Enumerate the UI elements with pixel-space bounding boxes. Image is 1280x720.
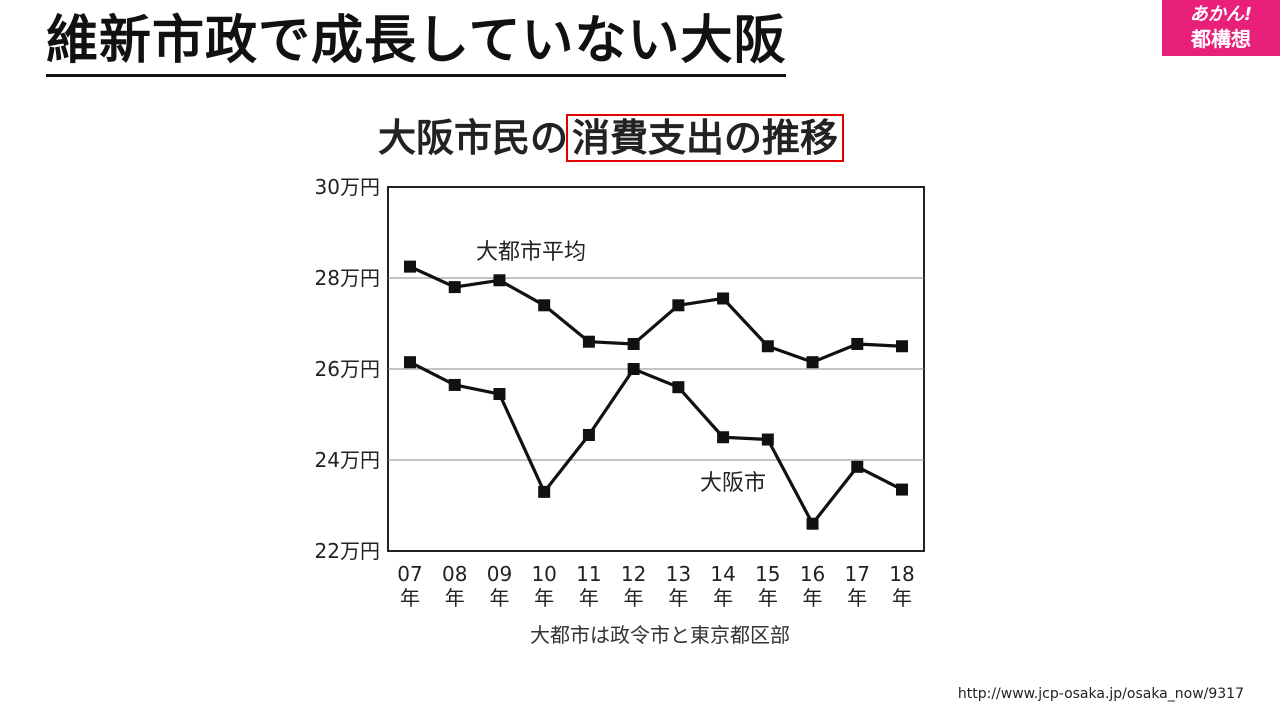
x-tick-suffix: 年: [624, 586, 644, 610]
data-point: [448, 281, 461, 294]
chart-note: 大都市は政令市と東京都区部: [530, 623, 790, 647]
x-tick-suffix: 年: [445, 586, 465, 610]
x-tick-label: 08: [442, 562, 467, 586]
x-tick-label: 12: [621, 562, 646, 586]
x-tick-label: 16: [800, 562, 825, 586]
y-tick-label: 24万円: [315, 448, 380, 472]
chart-title-highlight: 消費支出の推移: [566, 114, 845, 162]
data-point: [896, 483, 908, 496]
data-point: [582, 335, 595, 348]
x-tick-label: 09: [487, 562, 512, 586]
data-point: [582, 428, 595, 441]
chart-title: 大阪市民の 消費支出の推移: [378, 112, 845, 164]
x-tick-suffix: 年: [847, 586, 867, 610]
data-point: [672, 299, 685, 312]
series-line-2: [409, 360, 903, 526]
badge-line-2: 都構想: [1191, 27, 1251, 51]
data-point: [717, 431, 730, 444]
x-tick-suffix: 年: [758, 586, 778, 610]
data-point: [717, 292, 730, 305]
x-tick-label: 18: [889, 562, 914, 586]
x-tick-suffix: 年: [400, 586, 420, 610]
x-tick-label: 11: [576, 562, 601, 586]
data-point: [493, 274, 506, 287]
x-tick-label: 10: [531, 562, 556, 586]
source-url: http://www.jcp-osaka.jp/osaka_now/9317: [957, 686, 1244, 702]
x-tick-label: 15: [755, 562, 780, 586]
data-point: [851, 460, 864, 473]
x-tick-label: 13: [666, 562, 691, 586]
x-tick-label: 07: [397, 562, 422, 586]
x-tick-suffix: 年: [892, 586, 912, 610]
series-label-1: 大都市平均: [476, 240, 586, 265]
x-tick-suffix: 年: [803, 586, 823, 610]
data-point: [806, 356, 819, 369]
data-point: [627, 337, 640, 350]
x-tick-suffix: 年: [579, 586, 599, 610]
data-point: [627, 363, 640, 375]
y-tick-label: 22万円: [315, 539, 380, 563]
badge-line-1: あかん!: [1189, 4, 1253, 25]
slide-title: 維新市政で成長していない大阪: [46, 8, 787, 77]
data-point: [538, 485, 551, 498]
y-tick-label: 30万円: [315, 175, 380, 199]
x-tick-label: 14: [710, 562, 735, 586]
data-point: [761, 433, 774, 446]
data-point: [448, 378, 461, 391]
x-tick-label: 17: [845, 562, 870, 586]
data-point: [404, 260, 416, 273]
data-point: [672, 381, 685, 394]
x-tick-suffix: 年: [489, 586, 509, 610]
y-tick-label: 28万円: [315, 266, 380, 290]
data-point: [493, 388, 506, 401]
chart-title-prefix: 大阪市民の: [378, 116, 569, 160]
data-point: [896, 340, 908, 353]
data-point: [404, 356, 416, 369]
series-line-1: [409, 265, 903, 364]
data-point: [538, 299, 551, 312]
y-tick-label: 26万円: [315, 357, 380, 381]
data-point: [761, 340, 774, 353]
data-point: [851, 337, 864, 350]
x-tick-suffix: 年: [668, 586, 688, 610]
series-label-2: 大阪市: [700, 471, 766, 496]
data-point: [806, 517, 819, 530]
x-tick-suffix: 年: [534, 586, 554, 610]
campaign-badge: あかん! 都構想: [1162, 0, 1280, 56]
x-tick-suffix: 年: [713, 586, 733, 610]
